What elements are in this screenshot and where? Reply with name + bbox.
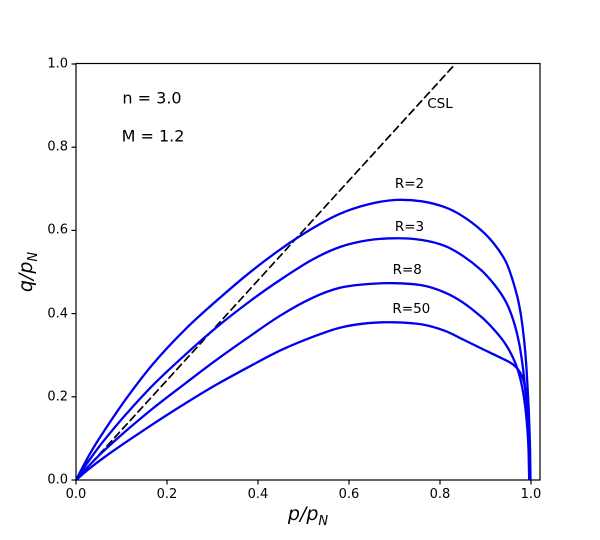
x-tick-label: 0.4 bbox=[247, 487, 269, 502]
y-tick-label: 0.8 bbox=[47, 139, 68, 155]
y-tick-label: 0.0 bbox=[47, 472, 68, 488]
y-tick-label: 1.0 bbox=[47, 56, 68, 72]
curve-label-R=3: R=3 bbox=[394, 219, 425, 236]
curve-label-R=50: R=50 bbox=[392, 301, 431, 318]
x-tick-label: 1.0 bbox=[520, 487, 542, 502]
y-tick-label: 0.6 bbox=[47, 222, 68, 238]
y-axis-label-main: q/p bbox=[15, 261, 38, 293]
curve-R=3 bbox=[76, 237, 532, 480]
x-axis-label: p/pN bbox=[288, 503, 328, 529]
x-tick-label: 0.0 bbox=[65, 487, 87, 502]
annotation-n: n = 3.0 bbox=[122, 88, 182, 108]
x-tick-label: 0.8 bbox=[429, 487, 451, 502]
x-axis-label-sub: N bbox=[318, 513, 329, 529]
curve-R=50 bbox=[76, 321, 531, 480]
curve-label-R=8: R=8 bbox=[392, 262, 422, 279]
curve-label-CSL: CSL bbox=[427, 95, 453, 112]
plot-frame bbox=[75, 62, 541, 481]
y-tick-label: 0.4 bbox=[47, 306, 68, 322]
curves-group bbox=[76, 63, 532, 480]
y-tick-label: 0.2 bbox=[47, 389, 68, 405]
x-tick-label: 0.6 bbox=[338, 487, 360, 502]
curve-R=2 bbox=[76, 198, 532, 480]
y-axis-label: q/pN bbox=[15, 252, 41, 292]
curve-CSL bbox=[76, 63, 457, 480]
x-axis-label-main: p/p bbox=[287, 503, 319, 526]
curve-label-R=2: R=2 bbox=[394, 175, 425, 192]
annotation-m: M = 1.2 bbox=[121, 126, 185, 146]
x-tick-label: 0.2 bbox=[156, 487, 178, 502]
y-axis-label-sub: N bbox=[25, 251, 41, 262]
curve-R=8 bbox=[76, 281, 531, 480]
